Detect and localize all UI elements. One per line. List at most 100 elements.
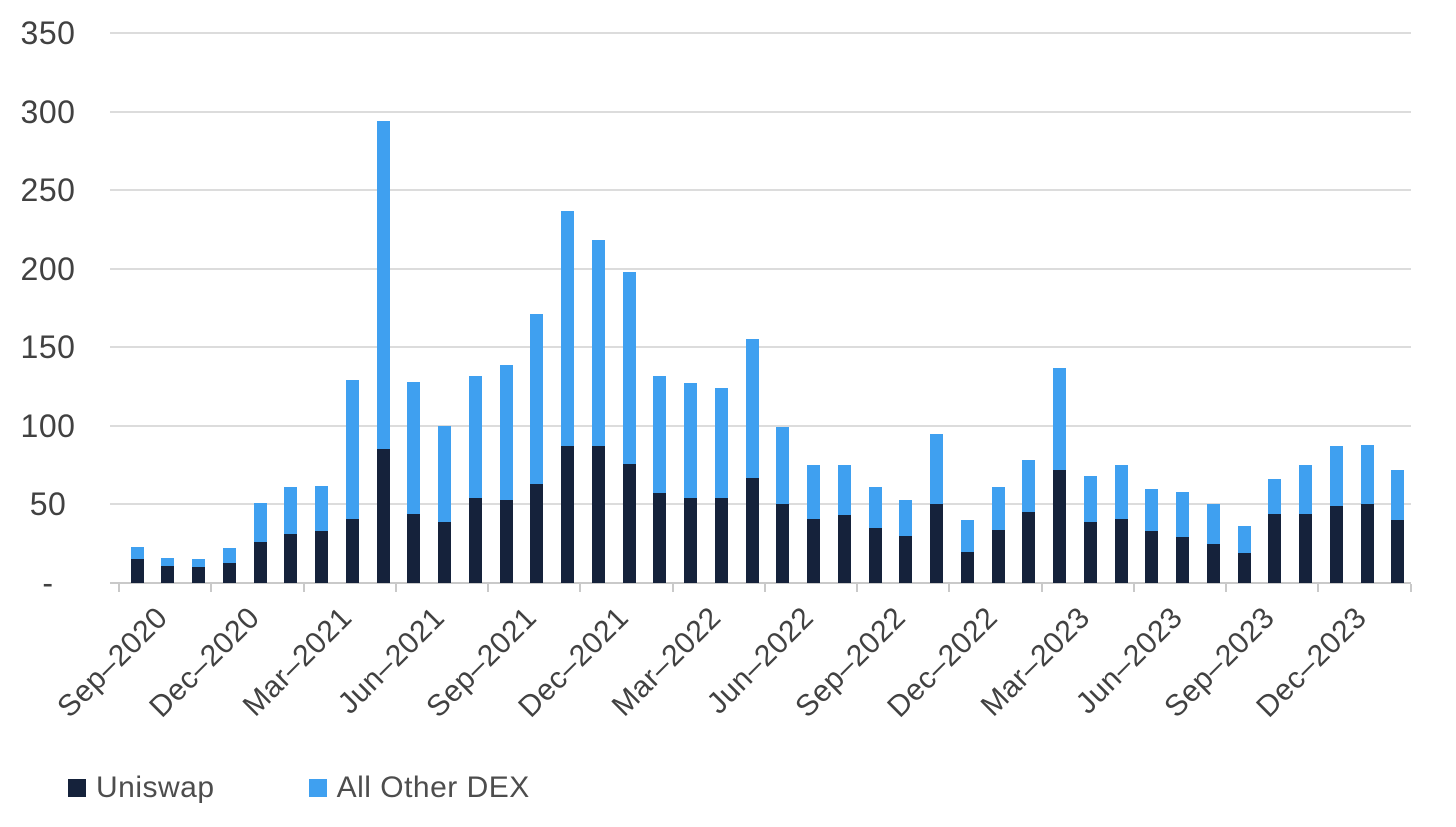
bar-segment-other-dex-Aug-2021 — [468, 375, 482, 499]
bar-segment-other-dex-Jun-2022 — [776, 427, 790, 505]
bar-segment-uniswap-Feb-2021 — [284, 534, 298, 583]
x-axis-tick — [856, 584, 858, 592]
gridline-y-350 — [110, 32, 1411, 34]
bar-segment-uniswap-Nov-2023 — [1299, 513, 1312, 583]
bar-segment-other-dex-Sep-2022 — [868, 487, 882, 528]
y-axis-tick-label: 200 — [20, 250, 76, 287]
bar-segment-other-dex-Jun-2021 — [407, 381, 421, 514]
bar-segment-uniswap-Jun-2021 — [407, 513, 421, 583]
bar-segment-other-dex-Sep-2021 — [499, 364, 513, 500]
gridline-y-300 — [110, 110, 1411, 113]
bar-segment-other-dex-Feb-2024 — [1391, 469, 1405, 521]
x-axis-tick — [948, 584, 951, 592]
bar-segment-other-dex-May-2021 — [376, 121, 390, 450]
bar-segment-other-dex-Nov-2020 — [192, 559, 205, 568]
bar-segment-uniswap-Sep-2021 — [499, 499, 513, 583]
bar-segment-other-dex-Sep-2023 — [1237, 526, 1251, 554]
bar-segment-uniswap-Jun-2022 — [776, 504, 790, 583]
y-axis-tick-label: - — [42, 565, 54, 601]
gridline-y-150 — [110, 346, 1411, 349]
bar-segment-uniswap-Jul-2022 — [807, 518, 820, 583]
bar-segment-other-dex-Nov-2021 — [561, 210, 574, 447]
bar-segment-other-dex-Oct-2020 — [161, 557, 175, 566]
bar-segment-uniswap-May-2021 — [376, 449, 390, 583]
bar-segment-uniswap-Mar-2021 — [315, 531, 328, 583]
x-axis-tick — [118, 584, 120, 592]
other-dex-color-swatch-icon — [308, 779, 327, 797]
legend-label-uniswap: Uniswap — [96, 771, 215, 804]
bar-segment-uniswap-Jan-2024 — [1360, 504, 1374, 583]
y-axis-tick-label: 100 — [20, 407, 76, 444]
bar-segment-uniswap-Apr-2022 — [714, 498, 728, 583]
bar-segment-uniswap-Mar-2023 — [1053, 469, 1066, 583]
bar-segment-other-dex-Nov-2023 — [1299, 465, 1312, 514]
x-axis-tick — [1225, 584, 1227, 592]
bar-segment-other-dex-Jun-2023 — [1145, 488, 1159, 532]
bar-segment-other-dex-Dec-2022 — [960, 520, 974, 552]
bar-segment-uniswap-Jul-2021 — [438, 521, 451, 583]
plot-area — [110, 32, 1412, 592]
bar-segment-other-dex-Apr-2022 — [714, 388, 728, 499]
bar-segment-uniswap-Dec-2021 — [591, 446, 605, 583]
bar-segment-uniswap-Nov-2022 — [930, 504, 943, 583]
bar-segment-uniswap-Nov-2020 — [192, 567, 205, 583]
bar-segment-uniswap-Oct-2022 — [899, 535, 913, 583]
bar-segment-uniswap-Jan-2023 — [991, 529, 1005, 583]
bar-segment-uniswap-Dec-2023 — [1329, 506, 1343, 583]
y-axis-tick-label: 150 — [20, 329, 76, 366]
legend: Uniswap All Other DEX — [68, 771, 530, 805]
bar-segment-other-dex-Aug-2022 — [837, 465, 851, 516]
bar-segment-other-dex-Jul-2022 — [807, 465, 820, 519]
bar-segment-uniswap-Mar-2022 — [684, 498, 697, 583]
bar-segment-other-dex-Sep-2020 — [130, 546, 144, 560]
gridline-y-200 — [110, 267, 1411, 270]
bar-segment-other-dex-Oct-2022 — [899, 499, 913, 536]
bar-segment-other-dex-Dec-2020 — [222, 548, 236, 563]
x-axis-tick — [487, 584, 489, 592]
bar-segment-uniswap-Jan-2022 — [622, 463, 636, 583]
bar-segment-other-dex-Jan-2022 — [622, 271, 636, 464]
bar-segment-uniswap-Feb-2024 — [1391, 520, 1405, 583]
x-axis-tick — [579, 584, 582, 592]
bar-segment-uniswap-Aug-2023 — [1206, 543, 1220, 583]
bar-segment-uniswap-Aug-2021 — [468, 498, 482, 583]
bar-segment-other-dex-Apr-2023 — [1083, 476, 1097, 522]
bar-segment-other-dex-Mar-2021 — [315, 485, 328, 532]
legend-item-uniswap: Uniswap — [68, 771, 215, 805]
bar-segment-uniswap-May-2022 — [745, 477, 759, 583]
bar-segment-uniswap-Dec-2022 — [960, 551, 974, 583]
bar-segment-uniswap-Jul-2023 — [1176, 537, 1189, 583]
bar-segment-other-dex-Feb-2021 — [284, 487, 298, 535]
bar-segment-uniswap-Apr-2021 — [345, 518, 359, 583]
x-axis-tick — [1132, 584, 1135, 592]
bar-segment-other-dex-Feb-2023 — [1022, 460, 1036, 513]
bar-segment-uniswap-Jan-2021 — [253, 542, 267, 583]
gridline-y-250 — [110, 189, 1411, 192]
x-axis-line — [110, 582, 1411, 584]
bar-segment-uniswap-Oct-2021 — [530, 484, 544, 583]
bar-segment-uniswap-Oct-2023 — [1268, 513, 1282, 583]
legend-label-other-dex: All Other DEX — [336, 771, 530, 804]
legend-item-other-dex: All Other DEX — [308, 771, 530, 805]
bar-segment-other-dex-Mar-2022 — [684, 383, 697, 499]
bar-segment-uniswap-Sep-2020 — [130, 559, 144, 583]
bar-segment-other-dex-Dec-2021 — [591, 240, 605, 447]
bar-segment-other-dex-May-2023 — [1114, 465, 1128, 519]
bar-segment-other-dex-Jul-2023 — [1176, 491, 1189, 538]
x-axis-tick — [394, 584, 397, 592]
bar-segment-uniswap-Sep-2023 — [1237, 553, 1251, 583]
bar-segment-uniswap-May-2023 — [1114, 518, 1128, 583]
x-axis-tick — [210, 584, 213, 592]
y-axis-tick-label: 350 — [20, 15, 76, 51]
y-axis-tick-label: 50 — [29, 486, 67, 523]
bar-segment-uniswap-Feb-2022 — [653, 493, 667, 583]
x-axis-tick — [1317, 584, 1320, 592]
bar-segment-other-dex-Jan-2021 — [253, 502, 267, 543]
bar-segment-uniswap-Dec-2020 — [222, 562, 236, 583]
bar-segment-other-dex-Jan-2023 — [991, 487, 1005, 530]
x-axis-tick — [671, 584, 674, 592]
bar-segment-uniswap-Jun-2023 — [1145, 531, 1159, 583]
bar-segment-uniswap-Sep-2022 — [868, 528, 882, 583]
bar-segment-uniswap-Nov-2021 — [561, 446, 574, 583]
